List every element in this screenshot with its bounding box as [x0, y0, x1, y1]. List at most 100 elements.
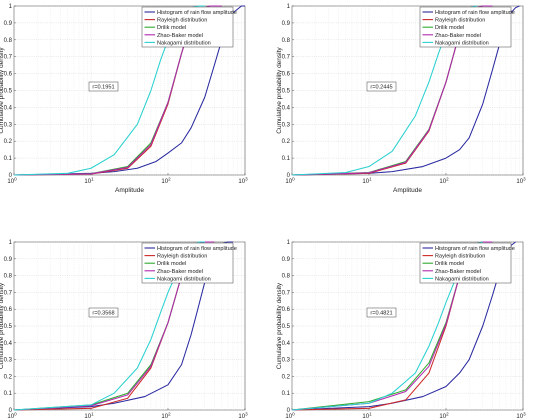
legend-label: Zhao-Baker model — [435, 33, 481, 39]
y-tick-label: 0.5 — [282, 324, 291, 330]
legend: Histogram of rain flow amplitude Rayleigh… — [141, 6, 237, 48]
y-tick-label: 0.9 — [282, 21, 291, 27]
legend-label: Zhao-Baker model — [157, 269, 203, 275]
y-tick-label: 0 — [287, 408, 291, 414]
y-tick-label: 0.4 — [282, 341, 291, 347]
y-tick-label: 0.1 — [282, 391, 291, 397]
legend-label: Drilik model — [157, 261, 186, 267]
y-tick-label: 0.8 — [282, 274, 291, 280]
y-tick-label: 0.6 — [282, 307, 291, 313]
y-tick-label: 0.1 — [4, 156, 13, 162]
y-tick-label: 0.1 — [282, 156, 291, 162]
y-tick-label: 0.9 — [4, 257, 13, 263]
y-tick-label: 0 — [287, 173, 291, 179]
y-tick-label: 0.8 — [282, 38, 291, 44]
annotation-text: r=0.4821 — [370, 311, 392, 317]
legend-label: Zhao-Baker model — [435, 269, 481, 275]
x-tick-label: 102 — [161, 177, 171, 186]
x-tick-label: 102 — [439, 177, 449, 186]
y-axis-label: Cumulative probability density — [0, 47, 5, 134]
legend-label: Nakagami distribution — [157, 276, 211, 282]
y-tick-label: 0.3 — [4, 122, 13, 128]
legend-box — [419, 6, 512, 48]
y-tick-label: 0.6 — [4, 72, 13, 78]
y-axis-label: Cumulative probability density — [0, 282, 5, 369]
chart-panel-4: 0 0.1 0.2 0.3 0.4 0.5 0.6 0.7 0.8 0.9 1 100 101 102 10… — [276, 240, 526, 418]
y-tick-label: 1 — [287, 4, 291, 10]
y-tick-label: 0.8 — [4, 274, 13, 280]
x-tick-label: 103 — [238, 177, 248, 186]
y-tick-label: 0.9 — [4, 21, 13, 27]
legend-label: Zhao-Baker model — [157, 33, 203, 39]
legend: Histogram of rain flow amplitude Rayleigh… — [419, 242, 515, 284]
y-tick-label: 1 — [9, 240, 13, 246]
legend-label: Nakagami distribution — [157, 40, 211, 46]
x-axis-label: Amplitude — [393, 187, 422, 194]
y-tick-label: 0.2 — [4, 374, 13, 380]
y-tick-label: 0.3 — [282, 358, 291, 364]
legend-label: Nakagami distribution — [435, 276, 489, 282]
y-tick-label: 0.8 — [4, 38, 13, 44]
legend-label: Drilik model — [157, 25, 186, 31]
y-tick-label: 0.3 — [4, 358, 13, 364]
y-tick-label: 0.7 — [4, 290, 13, 296]
x-tick-label: 103 — [516, 177, 526, 186]
legend-label: Histogram of rain flow amplitude — [435, 10, 515, 16]
annotation-box — [88, 81, 119, 92]
annotation-text: r=0.2445 — [370, 85, 392, 91]
legend-box — [141, 242, 234, 284]
x-tick-label: 100 — [7, 177, 17, 186]
x-axis-label: Amplitude — [115, 187, 144, 194]
y-tick-label: 0.1 — [4, 391, 13, 397]
annotation-box — [366, 307, 397, 318]
x-tick-label: 103 — [516, 412, 526, 418]
chart-panel-2: 0 0.1 0.2 0.3 0.4 0.5 0.6 0.7 0.8 0.9 1 100 101 102 10… — [276, 4, 526, 194]
x-tick-label: 101 — [84, 177, 94, 186]
legend-label: Rayleigh distribution — [157, 18, 207, 24]
y-tick-label: 0.4 — [4, 105, 13, 111]
y-tick-label: 0.2 — [282, 374, 291, 380]
y-tick-label: 0.6 — [4, 307, 13, 313]
legend-label: Rayleigh distribution — [435, 18, 485, 24]
legend-label: Rayleigh distribution — [435, 254, 485, 260]
y-axis-label: Cumulative probability density — [276, 47, 283, 134]
annotation-box — [366, 81, 397, 92]
y-tick-label: 0.5 — [4, 89, 13, 95]
x-tick-label: 102 — [439, 412, 449, 418]
annotation-box — [88, 307, 119, 318]
legend-label: Histogram of rain flow amplitude — [157, 10, 237, 16]
y-tick-label: 0.7 — [4, 55, 13, 61]
y-tick-label: 0.9 — [282, 257, 291, 263]
x-tick-label: 100 — [285, 412, 295, 418]
x-tick-label: 101 — [362, 177, 372, 186]
legend-box — [419, 242, 512, 284]
y-tick-label: 0.7 — [282, 55, 291, 61]
y-tick-label: 0.6 — [282, 72, 291, 78]
y-tick-label: 0.4 — [4, 341, 13, 347]
y-tick-label: 0.5 — [4, 324, 13, 330]
chart-panel-1: 0 0.1 0.2 0.3 0.4 0.5 0.6 0.7 0.8 0.9 1 100 101 102 10… — [0, 4, 248, 194]
y-tick-label: 0 — [9, 408, 13, 414]
y-tick-label: 1 — [9, 4, 13, 10]
annotation-text: r=0.1951 — [92, 85, 114, 91]
y-tick-label: 0.3 — [282, 122, 291, 128]
x-tick-label: 100 — [285, 177, 295, 186]
y-tick-label: 0.7 — [282, 290, 291, 296]
legend-label: Drilik model — [435, 25, 464, 31]
y-tick-label: 0 — [9, 173, 13, 179]
legend-label: Rayleigh distribution — [157, 254, 207, 260]
y-axis-label: Cumulative probability density — [276, 282, 283, 369]
x-tick-label: 101 — [84, 412, 94, 418]
x-tick-label: 102 — [161, 412, 171, 418]
annotation-text: r=0.3568 — [92, 311, 114, 317]
legend-label: Histogram of rain flow amplitude — [157, 246, 237, 252]
y-tick-label: 0.4 — [282, 105, 291, 111]
legend: Histogram of rain flow amplitude Rayleigh… — [419, 6, 515, 48]
legend-label: Nakagami distribution — [435, 40, 489, 46]
y-tick-label: 0.5 — [282, 89, 291, 95]
legend: Histogram of rain flow amplitude Rayleigh… — [141, 242, 237, 284]
legend-box — [141, 6, 234, 48]
legend-label: Histogram of rain flow amplitude — [435, 246, 515, 252]
y-tick-label: 1 — [287, 240, 291, 246]
